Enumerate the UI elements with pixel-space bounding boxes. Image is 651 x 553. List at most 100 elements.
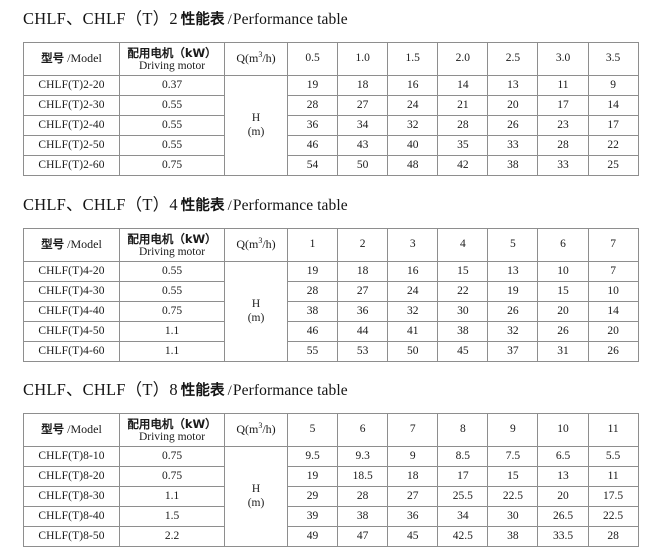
header-cell-model: 型号 /Model xyxy=(23,228,120,262)
cell-motor-power: 0.55 xyxy=(119,261,225,282)
cell-head-unit: H (m) xyxy=(224,261,288,362)
cell-head-value: 9 xyxy=(587,75,639,96)
cell-model: CHLF(T)8-10 xyxy=(23,446,120,467)
cell-head-value: 25 xyxy=(587,155,639,176)
section-title-en-1: Performance table xyxy=(232,11,348,28)
cell-head-value: 7.5 xyxy=(487,446,539,467)
header-flow-prefix: Q(m xyxy=(236,236,259,251)
cell-head-value: 30 xyxy=(487,506,539,527)
header-flow-suffix: /h) xyxy=(262,50,276,65)
cell-head-value: 20 xyxy=(537,301,589,322)
cell-head-value: 19 xyxy=(286,466,339,487)
table-row: CHLF(T)4-60 1.1 55 53 50 45 37 31 26 xyxy=(23,341,639,362)
header-cell-flow-value: 3.5 xyxy=(587,42,639,76)
section-title-model-1: CHLF、CHLF（T）2 xyxy=(23,9,178,28)
section-title-separator-3: / xyxy=(227,383,232,399)
header-cell-flow-value: 2 xyxy=(337,228,389,262)
head-unit: (m) xyxy=(247,496,265,509)
header-cell-flow-value: 5 xyxy=(487,228,539,262)
head-symbol: H xyxy=(251,298,261,311)
cell-head-value: 20 xyxy=(587,321,639,342)
table-row: CHLF(T)2-30 0.55 28 27 24 21 20 17 14 xyxy=(23,95,639,116)
cell-head-value: 49 xyxy=(286,526,339,547)
cell-head-value: 9 xyxy=(387,446,439,467)
table-row: CHLF(T)2-40 0.55 36 34 32 28 26 23 17 xyxy=(23,115,639,136)
cell-head-value: 30 xyxy=(437,301,489,322)
cell-motor-power: 0.75 xyxy=(119,466,225,487)
table-row: CHLF(T)8-30 1.1 29 28 27 25.5 22.5 20 17.5 xyxy=(23,486,639,507)
header-flow-prefix: Q(m xyxy=(236,421,259,436)
section-title-2: CHLF、CHLF（T）4 性能表/Performance table xyxy=(0,195,348,216)
header-model-en: /Model xyxy=(64,421,102,436)
cell-model: CHLF(T)4-20 xyxy=(23,261,120,282)
performance-table-1: 型号 /Model 配用电机（kW） Driving motor Q(m3/h) 0.5… xyxy=(23,42,639,176)
cell-model: CHLF(T)8-20 xyxy=(23,466,120,487)
header-cell-flow-value: 7 xyxy=(387,413,439,447)
cell-head-value: 43 xyxy=(337,135,389,156)
header-flow-exponent: 3 xyxy=(258,49,263,59)
cell-motor-power: 0.55 xyxy=(119,281,225,302)
cell-head-value: 27 xyxy=(337,95,389,116)
header-model-text: 型号 /Model xyxy=(41,422,102,436)
section-title-cn-1: 性能表 xyxy=(180,12,225,28)
cell-head-value: 26 xyxy=(587,341,639,362)
header-model-en: /Model xyxy=(64,236,102,251)
table-row: CHLF(T)4-20 0.55 H (m) 19 18 16 15 13 10 7 xyxy=(23,261,639,362)
performance-table-2: 型号 /Model 配用电机（kW） Driving motor Q(m3/h) 1 2 3… xyxy=(23,228,639,362)
cell-model: CHLF(T)4-40 xyxy=(23,301,120,322)
cell-head-value: 17.5 xyxy=(587,486,639,507)
table-header-row: 型号 /Model 配用电机（kW） Driving motor Q(m3/h) 0.5… xyxy=(23,42,639,76)
header-cell-flow-value: 1 xyxy=(286,228,339,262)
header-cell-model: 型号 /Model xyxy=(23,42,120,76)
cell-model: CHLF(T)8-30 xyxy=(23,486,120,507)
cell-head-value: 28 xyxy=(437,115,489,136)
cell-head-value: 35 xyxy=(437,135,489,156)
cell-head-value: 26 xyxy=(487,115,539,136)
header-flow-text: Q(m3/h) xyxy=(236,421,275,436)
cell-motor-power: 1.5 xyxy=(119,506,225,527)
cell-head-value: 24 xyxy=(387,95,439,116)
cell-head-value: 33.5 xyxy=(537,526,589,547)
cell-head-value: 16 xyxy=(387,75,439,96)
performance-table-3: 型号 /Model 配用电机（kW） Driving motor Q(m3/h) 5 6 7… xyxy=(23,413,639,547)
cell-head-value: 22.5 xyxy=(587,506,639,527)
cell-head-unit: H (m) xyxy=(224,446,288,547)
cell-head-value: 26 xyxy=(487,301,539,322)
cell-head-value: 38 xyxy=(337,506,389,527)
cell-head-value: 26.5 xyxy=(537,506,589,527)
cell-head-value: 28 xyxy=(337,486,389,507)
header-cell-flow-value: 11 xyxy=(587,413,639,447)
cell-model: CHLF(T)4-60 xyxy=(23,341,120,362)
section-title-cn-3: 性能表 xyxy=(180,383,225,399)
header-cell-motor: 配用电机（kW） Driving motor xyxy=(119,228,225,262)
cell-head-value: 53 xyxy=(337,341,389,362)
cell-head-value: 29 xyxy=(286,486,339,507)
header-cell-motor: 配用电机（kW） Driving motor xyxy=(119,42,225,76)
cell-model: CHLF(T)2-40 xyxy=(23,115,120,136)
header-cell-flow-value: 7 xyxy=(587,228,639,262)
cell-head-value: 33 xyxy=(537,155,589,176)
cell-head-value: 32 xyxy=(387,115,439,136)
cell-head-value: 14 xyxy=(437,75,489,96)
cell-head-value: 33 xyxy=(487,135,539,156)
section-title-model-2: CHLF、CHLF（T）4 xyxy=(23,195,178,214)
header-motor-en: Driving motor xyxy=(138,245,206,258)
header-motor-cn: 配用电机（kW） xyxy=(127,231,217,246)
cell-head-value: 16 xyxy=(387,261,439,282)
section-title-3: CHLF、CHLF（T）8 性能表/Performance table xyxy=(0,380,348,401)
head-unit: (m) xyxy=(247,125,265,138)
header-cell-flow-value: 5 xyxy=(286,413,339,447)
header-cell-flow-value: 8 xyxy=(437,413,489,447)
header-model-en: /Model xyxy=(64,50,102,65)
cell-head-value: 9.3 xyxy=(337,446,389,467)
cell-head-value: 46 xyxy=(286,135,339,156)
cell-head-value: 50 xyxy=(387,341,439,362)
cell-head-value: 34 xyxy=(337,115,389,136)
cell-head-value: 36 xyxy=(337,301,389,322)
cell-head-value: 36 xyxy=(286,115,339,136)
cell-head-value: 7 xyxy=(587,261,639,282)
cell-head-value: 38 xyxy=(437,321,489,342)
header-motor-cn: 配用电机（kW） xyxy=(127,45,217,60)
cell-head-value: 34 xyxy=(437,506,489,527)
